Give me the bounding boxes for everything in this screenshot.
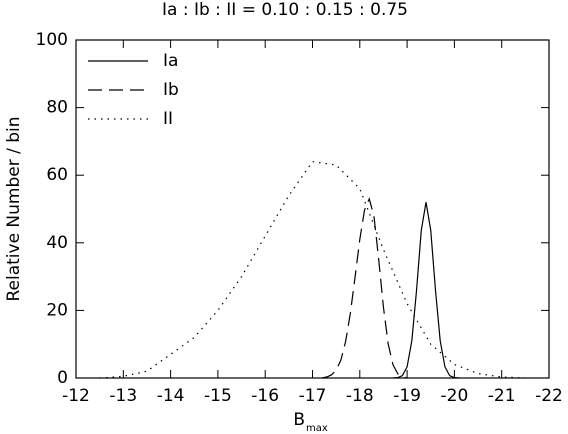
- chart-title: Ia : Ib : II = 0.10 : 0.15 : 0.75: [162, 0, 408, 20]
- x-tick-label: -22: [535, 386, 563, 406]
- y-tick-label: 40: [46, 233, 68, 253]
- x-axis-label: B: [293, 410, 305, 430]
- y-axis-label: Relative Number / bin: [4, 116, 24, 301]
- x-tick-label: -20: [441, 386, 469, 406]
- legend-label: II: [163, 109, 173, 129]
- legend-label: Ib: [163, 80, 179, 100]
- x-tick-label: -19: [393, 386, 421, 406]
- x-axis-label-subscript: max: [306, 423, 328, 434]
- x-tick-label: -13: [109, 386, 137, 406]
- series-line: [392, 202, 460, 379]
- x-tick-label: -16: [251, 386, 279, 406]
- x-tick-label: -14: [157, 386, 185, 406]
- y-tick-label: 100: [36, 30, 68, 50]
- x-tick-label: -21: [488, 386, 516, 406]
- x-tick-label: -12: [62, 386, 90, 406]
- x-tick-label: -17: [299, 386, 327, 406]
- plot-frame: [75, 39, 550, 379]
- y-tick-label: 60: [46, 165, 68, 185]
- y-tick-label: 0: [57, 368, 68, 388]
- y-tick-label: 80: [46, 98, 68, 118]
- legend-label: Ia: [163, 51, 178, 71]
- series-line: [99, 161, 526, 379]
- x-tick-label: -18: [346, 386, 374, 406]
- series-line: [321, 197, 408, 379]
- y-tick-label: 20: [46, 300, 68, 320]
- x-tick-label: -15: [204, 386, 232, 406]
